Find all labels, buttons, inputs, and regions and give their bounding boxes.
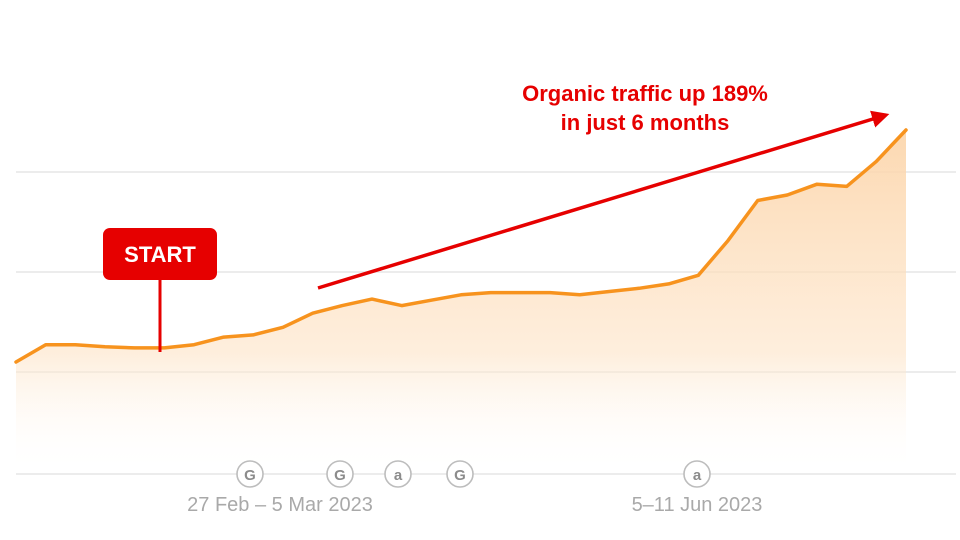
traffic-line <box>14 128 908 364</box>
marker-circle <box>236 460 264 488</box>
marker-letter: a <box>693 467 702 484</box>
marker-circle <box>683 460 711 488</box>
marker-circle <box>384 460 412 488</box>
marker-letter: G <box>454 467 466 484</box>
x-tick-label: 5–11 Jun 2023 <box>632 494 763 516</box>
traffic-area <box>16 130 906 474</box>
x-axis-labels: 27 Feb – 5 Mar 2023 5–11 Jun 2023 <box>187 494 762 516</box>
marker-letter: a <box>394 467 403 484</box>
ahrefs-update-marker[interactable]: a <box>384 460 412 488</box>
ahrefs-update-marker[interactable]: a <box>683 460 711 488</box>
google-update-marker[interactable]: G <box>236 460 264 488</box>
start-callout: START <box>103 228 217 352</box>
marker-letter: G <box>334 467 346 484</box>
growth-arrow <box>317 110 890 290</box>
x-tick-label: 27 Feb – 5 Mar 2023 <box>187 494 373 516</box>
start-badge <box>103 228 217 280</box>
headline-line-1: Organic traffic up 189% <box>522 81 768 106</box>
headline-line-2: in just 6 months <box>561 110 730 135</box>
marker-circle <box>326 460 354 488</box>
marker-letter: G <box>244 467 256 484</box>
google-update-marker[interactable]: G <box>446 460 474 488</box>
marker-circle <box>446 460 474 488</box>
headline-annotation: Organic traffic up 189% in just 6 months <box>522 81 768 135</box>
start-label: START <box>124 242 196 267</box>
google-update-marker[interactable]: G <box>326 460 354 488</box>
